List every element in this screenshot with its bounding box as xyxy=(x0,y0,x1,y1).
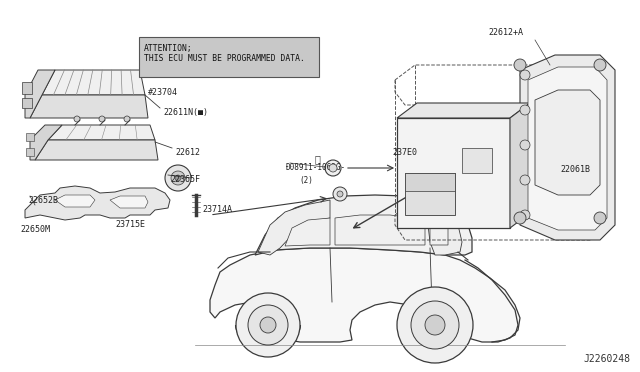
Circle shape xyxy=(520,175,530,185)
Polygon shape xyxy=(430,215,448,245)
Circle shape xyxy=(425,315,445,335)
Bar xyxy=(405,173,455,215)
Text: Ⓝ: Ⓝ xyxy=(315,154,321,164)
Bar xyxy=(397,118,510,228)
Polygon shape xyxy=(55,195,95,207)
Circle shape xyxy=(99,116,105,122)
Polygon shape xyxy=(25,186,170,220)
Text: 23714A: 23714A xyxy=(202,205,232,214)
FancyBboxPatch shape xyxy=(139,37,319,77)
Polygon shape xyxy=(335,215,425,245)
Circle shape xyxy=(329,164,337,172)
Polygon shape xyxy=(30,125,62,160)
Polygon shape xyxy=(428,205,462,255)
Bar xyxy=(462,148,492,173)
Text: 22650M: 22650M xyxy=(20,225,50,234)
Polygon shape xyxy=(520,55,615,240)
Circle shape xyxy=(124,116,130,122)
Text: #23704: #23704 xyxy=(148,88,178,97)
Circle shape xyxy=(325,160,341,176)
Circle shape xyxy=(333,187,347,201)
Polygon shape xyxy=(30,95,148,118)
Polygon shape xyxy=(48,125,155,140)
Polygon shape xyxy=(210,248,520,342)
Polygon shape xyxy=(258,200,330,255)
Text: Ð08911-1062G-: Ð08911-1062G- xyxy=(286,163,346,172)
Circle shape xyxy=(337,191,343,197)
Bar xyxy=(22,98,32,108)
Polygon shape xyxy=(528,67,607,230)
Circle shape xyxy=(520,70,530,80)
Text: ATTENTION;
THIS ECU MUST BE PROGRAMMED DATA.: ATTENTION; THIS ECU MUST BE PROGRAMMED D… xyxy=(144,44,305,63)
Circle shape xyxy=(594,212,606,224)
Circle shape xyxy=(520,105,530,115)
Circle shape xyxy=(175,175,181,181)
Bar xyxy=(26,148,34,156)
Circle shape xyxy=(248,305,288,345)
Polygon shape xyxy=(255,195,472,255)
Circle shape xyxy=(397,287,473,363)
Text: 23715E: 23715E xyxy=(115,220,145,229)
Text: 22365F: 22365F xyxy=(170,175,200,184)
Circle shape xyxy=(411,301,459,349)
Text: 22612: 22612 xyxy=(175,148,200,157)
Circle shape xyxy=(594,59,606,71)
Bar xyxy=(405,173,455,191)
Text: 22612+A: 22612+A xyxy=(488,28,523,37)
Text: 22611N(■): 22611N(■) xyxy=(163,108,208,117)
Text: 237E0: 237E0 xyxy=(392,148,417,157)
Circle shape xyxy=(260,317,276,333)
Circle shape xyxy=(514,59,526,71)
Polygon shape xyxy=(285,218,330,246)
Circle shape xyxy=(74,116,80,122)
Text: J2260248: J2260248 xyxy=(583,354,630,364)
Circle shape xyxy=(520,210,530,220)
Circle shape xyxy=(514,212,526,224)
Text: 22652B: 22652B xyxy=(28,196,58,205)
Text: 22061B: 22061B xyxy=(560,165,590,174)
Polygon shape xyxy=(25,70,55,118)
Circle shape xyxy=(520,140,530,150)
Circle shape xyxy=(171,171,185,185)
Polygon shape xyxy=(535,90,600,195)
Circle shape xyxy=(165,165,191,191)
Text: (2): (2) xyxy=(299,176,313,185)
Polygon shape xyxy=(510,103,530,228)
Polygon shape xyxy=(35,140,158,160)
Bar xyxy=(22,82,32,94)
Polygon shape xyxy=(397,103,530,118)
Polygon shape xyxy=(110,196,148,208)
Polygon shape xyxy=(42,70,145,95)
Bar xyxy=(26,133,34,141)
Circle shape xyxy=(236,293,300,357)
